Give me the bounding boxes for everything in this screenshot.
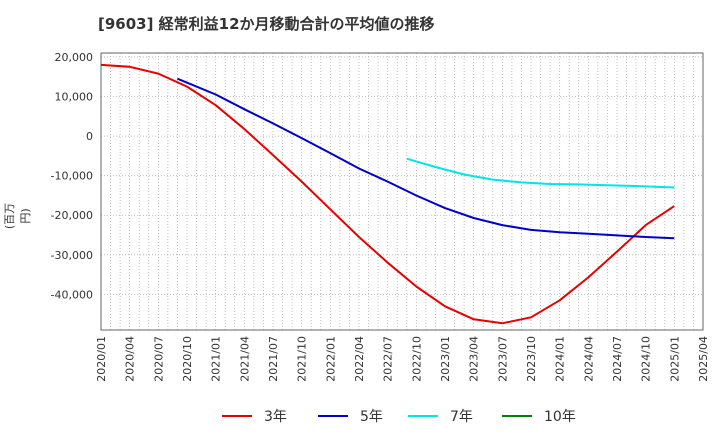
x-tick-label: 2020/01: [95, 336, 108, 382]
x-tick-label: 2024/10: [640, 336, 653, 382]
x-tick-label: 2020/10: [181, 336, 194, 382]
y-tick-label: -40,000: [51, 288, 93, 301]
x-tick-label: 2023/01: [439, 336, 452, 382]
series-line-1: [177, 77, 675, 240]
legend-swatch: [318, 415, 348, 417]
x-tick-label: 2022/04: [353, 336, 366, 382]
x-tick-label: 2023/07: [496, 336, 509, 382]
legend-label: 3年: [264, 409, 287, 425]
plot-frame: [100, 52, 704, 331]
y-tick-label: 0: [86, 130, 93, 143]
y-tick-label: 20,000: [55, 51, 94, 64]
legend-label: 10年: [544, 409, 576, 425]
x-tick-label: 2020/04: [124, 336, 137, 382]
x-tick-label: 2021/04: [238, 336, 251, 382]
series-line-2: [406, 157, 675, 189]
x-tick-label: 2021/10: [296, 336, 309, 382]
series-line-0: [100, 63, 675, 325]
legend-swatch: [408, 415, 438, 417]
plot-area: [101, 53, 703, 330]
chart-title: [9603] 経常利益12か月移動合計の平均値の推移: [98, 15, 435, 33]
x-tick-label: 2023/04: [468, 336, 481, 382]
x-tick-label: 2021/01: [210, 336, 223, 382]
y-tick-label: -10,000: [51, 170, 93, 183]
legend-label: 5年: [360, 409, 383, 425]
legend-item-3: 10年: [502, 406, 576, 426]
x-tick-label: 2021/07: [267, 336, 280, 382]
legend-item-1: 5年: [318, 406, 383, 426]
x-tick-label: 2024/04: [582, 336, 595, 382]
chart-legend: 3年 5年 7年 10年: [0, 400, 720, 430]
legend-item-2: 7年: [408, 406, 473, 426]
x-tick-label: 2024/01: [554, 336, 567, 382]
legend-label: 7年: [450, 409, 473, 425]
x-tick-label: 2025/04: [697, 336, 710, 382]
legend-item-0: 3年: [222, 406, 287, 426]
x-tick-label: 2024/07: [611, 336, 624, 382]
legend-swatch: [222, 415, 252, 417]
x-tick-label: 2023/10: [525, 336, 538, 382]
x-tick-label: 2022/01: [324, 336, 337, 382]
x-tick-label: 2022/07: [382, 336, 395, 382]
x-tick-label: 2025/01: [668, 336, 681, 382]
x-tick-label: 2020/07: [152, 336, 165, 382]
x-tick-label: 2022/10: [410, 336, 423, 382]
y-tick-label: -20,000: [51, 209, 93, 222]
y-tick-label: 10,000: [55, 91, 94, 104]
y-tick-label: -30,000: [51, 249, 93, 262]
legend-swatch: [502, 415, 532, 417]
